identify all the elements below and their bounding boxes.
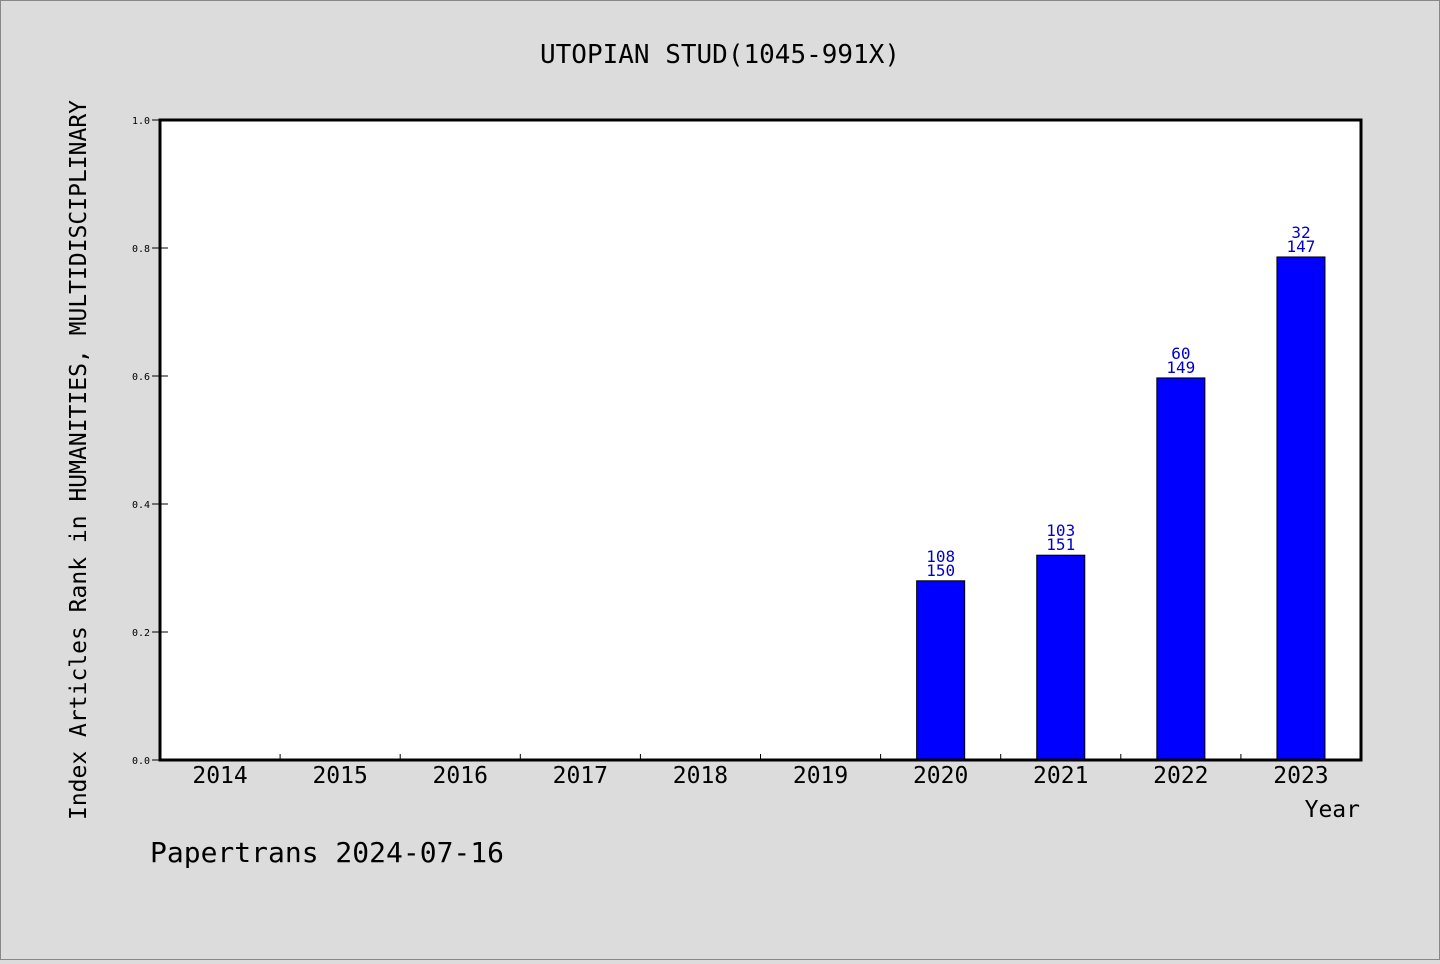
bar-label-rank-2021: 103 [1046,521,1075,540]
y-axis-label: Index Articles Rank in HUMANITIES, MULTI… [66,100,92,820]
y-tick-label-1.0: 1.0 [132,116,150,127]
y-tick-label-0.4: 0.4 [132,500,150,511]
chart-title: UTOPIAN STUD(1045-991X) [540,40,900,70]
y-tick-label-0.8: 0.8 [132,244,150,255]
x-tick-label-2014: 2014 [192,763,247,789]
x-tick-label-2019: 2019 [793,763,848,789]
bar-label-rank-2023: 32 [1291,223,1310,242]
x-tick-label-2020: 2020 [913,763,968,789]
bar-label-total-2021: 151 [1046,535,1075,554]
bar-label-total-2022: 149 [1166,358,1195,377]
bar-2021 [1036,554,1086,761]
x-tick-label-2022: 2022 [1153,763,1208,789]
x-tick-label-2018: 2018 [673,763,728,789]
bar-label-total-2023: 147 [1286,237,1315,256]
x-tick-label-2015: 2015 [312,763,367,789]
x-tick-label-2021: 2021 [1033,763,1088,789]
x-tick-label-2017: 2017 [553,763,608,789]
y-tick-label-0.2: 0.2 [132,628,150,639]
bar-2022 [1156,377,1206,761]
bar-2023 [1276,256,1326,761]
plot-frame [158,118,1363,762]
bar-label-rank-2020: 108 [926,547,955,566]
bar-label-total-2020: 150 [926,561,955,580]
y-tick-label-0.0: 0.0 [132,756,150,767]
bar-2020 [916,580,966,761]
x-tick-layer: 2014 2015 2016 2017 2018 2019 2020 2021 2022 2023 [192,754,1329,789]
x-tick-label-2016: 2016 [433,763,488,789]
x-axis-label: Year [1305,797,1360,823]
x-tick-label-2023: 2023 [1273,763,1328,789]
footer-credit: Papertrans 2024-07-16 [150,836,504,869]
y-tick-label-0.6: 0.6 [132,372,150,383]
bar-label-rank-2022: 60 [1171,344,1190,363]
